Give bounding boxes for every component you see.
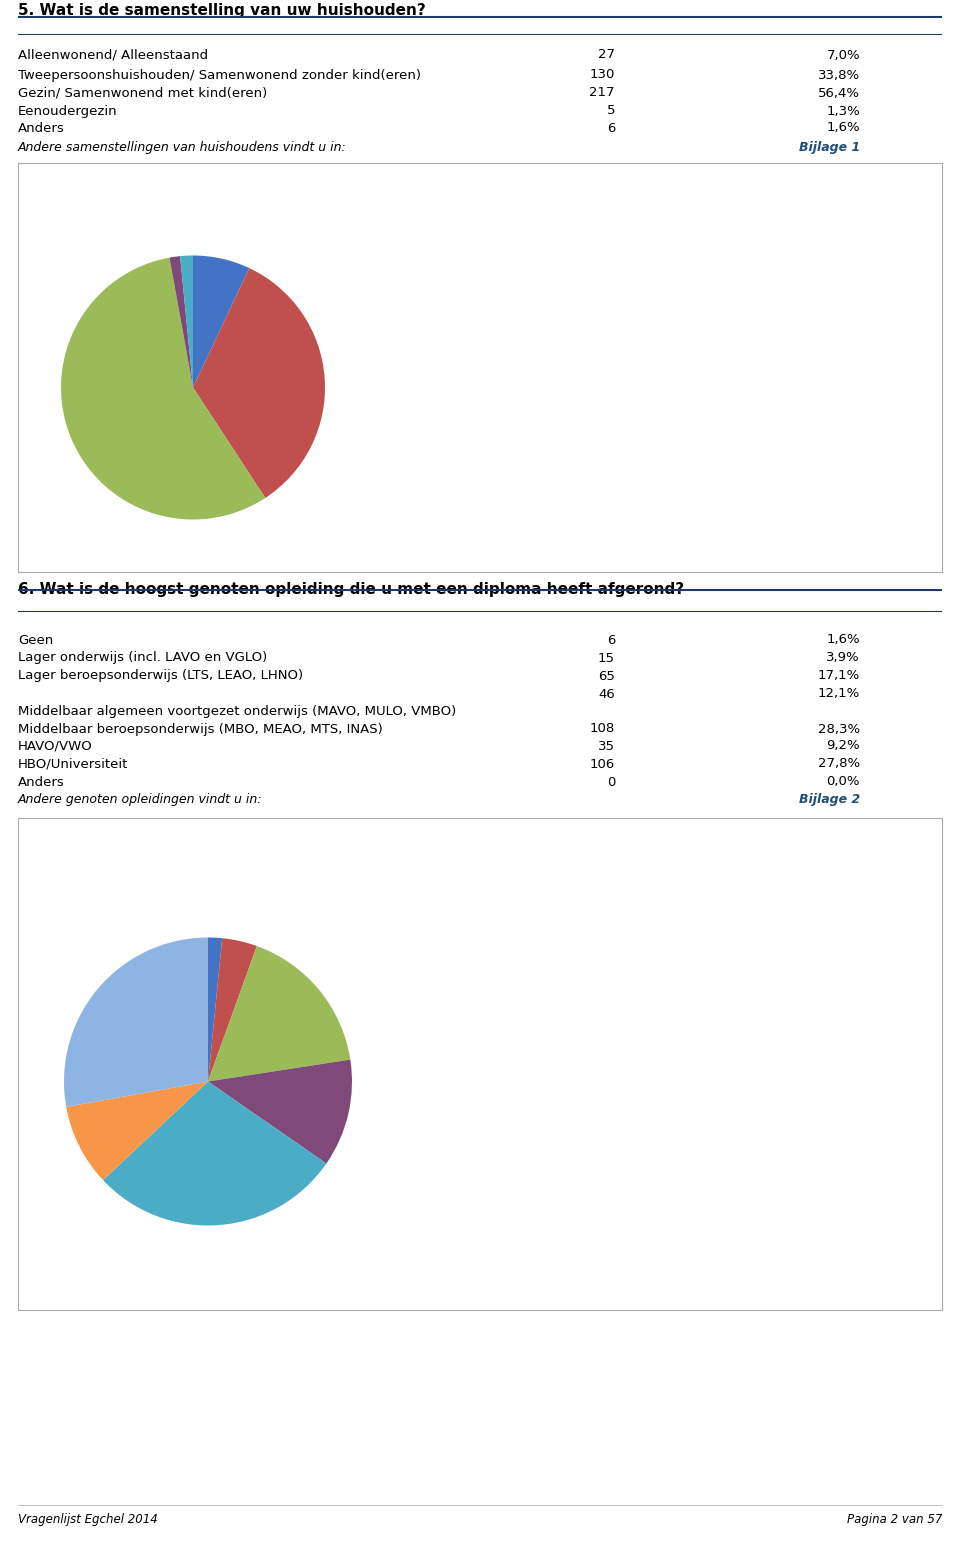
Text: 108: 108	[589, 722, 615, 736]
Text: Andere genoten opleidingen vindt u in:: Andere genoten opleidingen vindt u in:	[18, 794, 262, 806]
Bar	[378, 356, 388, 365]
Wedge shape	[193, 269, 325, 499]
Text: 217: 217	[589, 87, 615, 99]
Wedge shape	[208, 946, 350, 1081]
Text: Gezin/ Samenwonend met kind(eren): Gezin/ Samenwonend met kind(eren)	[18, 87, 267, 99]
Text: Eenoudergezin: Eenoudergezin	[18, 104, 118, 118]
Text: Middelbaar algemeen voortgezet onderwijs (MAVO,
 MULO, VMBO): Middelbaar algemeen voortgezet onderwijs…	[418, 1011, 705, 1033]
Text: Alleenwonend/ Alleenstaand: Alleenwonend/ Alleenstaand	[393, 230, 562, 242]
Text: 6: 6	[607, 121, 615, 135]
Wedge shape	[103, 1081, 326, 1225]
Text: Middelbaar algemeen voortgezet onderwijs (MAVO, MULO, VMBO): Middelbaar algemeen voortgezet onderwijs…	[18, 705, 456, 719]
Text: 5: 5	[607, 104, 615, 118]
Wedge shape	[180, 256, 193, 388]
Text: 130: 130	[589, 68, 615, 81]
Bar	[403, 913, 413, 922]
Text: Alleenwonend/ Alleenstaand: Alleenwonend/ Alleenstaand	[18, 48, 208, 62]
Text: 46: 46	[598, 688, 615, 700]
Text: 12,1%: 12,1%	[818, 688, 860, 700]
Wedge shape	[208, 1059, 352, 1163]
Text: 7,0%: 7,0%	[827, 48, 860, 62]
Text: Pagina 2 van 57: Pagina 2 van 57	[847, 1514, 942, 1527]
Text: 9,2%: 9,2%	[827, 739, 860, 753]
Wedge shape	[208, 938, 257, 1081]
Text: 1,6%: 1,6%	[827, 121, 860, 135]
Text: Geen: Geen	[418, 860, 447, 871]
Bar	[403, 1173, 413, 1183]
Text: 15: 15	[598, 652, 615, 665]
Bar	[378, 418, 388, 427]
Bar	[403, 860, 413, 871]
Text: 56,4%: 56,4%	[818, 87, 860, 99]
Wedge shape	[208, 938, 222, 1081]
Bar	[378, 231, 388, 241]
Text: Gezin/ Samenwonend met kind(eren): Gezin/ Samenwonend met kind(eren)	[393, 354, 613, 367]
Text: Geen: Geen	[18, 634, 53, 646]
Text: 35: 35	[598, 739, 615, 753]
Text: HAVO/VWO: HAVO/VWO	[18, 739, 93, 753]
Text: 65: 65	[598, 669, 615, 682]
Text: Samenstelling huishouden: Samenstelling huishouden	[346, 182, 614, 200]
Text: HBO/Universiteit: HBO/Universiteit	[18, 758, 129, 770]
Text: Lager onderwijs (incl. LAVO en VGLO): Lager onderwijs (incl. LAVO en VGLO)	[418, 913, 627, 922]
Text: Andere samenstellingen van huishoudens vindt u in:: Andere samenstellingen van huishoudens v…	[18, 141, 347, 154]
Text: Middelbaar beroepsonderwijs (MBO, MEAO, MTS, INAS): Middelbaar beroepsonderwijs (MBO, MEAO, …	[418, 1068, 724, 1079]
Wedge shape	[169, 256, 193, 388]
Text: 1,3%: 1,3%	[827, 104, 860, 118]
Bar	[403, 1017, 413, 1027]
Bar	[378, 478, 388, 489]
Text: 6: 6	[607, 634, 615, 646]
Wedge shape	[193, 256, 250, 388]
Bar	[403, 964, 413, 975]
Text: 0: 0	[607, 775, 615, 789]
Text: 27,8%: 27,8%	[818, 758, 860, 770]
Text: Anders: Anders	[18, 121, 64, 135]
Text: HBO/Universiteit: HBO/Universiteit	[418, 1173, 511, 1183]
Bar	[378, 294, 388, 303]
Text: 106: 106	[589, 758, 615, 770]
Wedge shape	[61, 258, 265, 520]
Text: Tweepersoonshuishouden/ Samenwonend zonder kind(eren): Tweepersoonshuishouden/ Samenwonend zond…	[18, 68, 421, 81]
Text: Hoogst genoten opleiding met diploma: Hoogst genoten opleiding met diploma	[282, 837, 678, 856]
Text: Anders: Anders	[18, 775, 64, 789]
Text: Bijlage 2: Bijlage 2	[799, 794, 860, 806]
Text: 17,1%: 17,1%	[818, 669, 860, 682]
Text: Tweepersoonshuishouden/ Samenwonend zonder
kind(eren): Tweepersoonshuishouden/ Samenwonend zond…	[393, 284, 684, 312]
Bar	[403, 1121, 413, 1131]
Text: 1,6%: 1,6%	[827, 634, 860, 646]
Text: 5. Wat is de samenstelling van uw huishouden?: 5. Wat is de samenstelling van uw huisho…	[18, 3, 425, 19]
Bar	[403, 1068, 413, 1079]
Text: 0,0%: 0,0%	[827, 775, 860, 789]
Text: Lager beroepsonderwijs (LTS, LEAO, LHNO): Lager beroepsonderwijs (LTS, LEAO, LHNO)	[418, 964, 658, 975]
Text: 3,9%: 3,9%	[827, 652, 860, 665]
Text: Vragenlijst Egchel 2014: Vragenlijst Egchel 2014	[18, 1514, 157, 1527]
Wedge shape	[64, 938, 208, 1107]
Text: Eenoudergezin: Eenoudergezin	[393, 416, 481, 429]
Text: 6. Wat is de hoogst genoten opleiding die u met een diploma heeft afgerond?: 6. Wat is de hoogst genoten opleiding di…	[18, 582, 684, 596]
Text: 27: 27	[598, 48, 615, 62]
Text: Anders: Anders	[393, 477, 434, 491]
Wedge shape	[66, 1081, 208, 1180]
Text: Lager onderwijs (incl. LAVO en VGLO): Lager onderwijs (incl. LAVO en VGLO)	[18, 652, 267, 665]
Text: 28,3%: 28,3%	[818, 722, 860, 736]
Text: Anders: Anders	[418, 1225, 457, 1235]
Text: 33,8%: 33,8%	[818, 68, 860, 81]
Bar	[403, 1225, 413, 1235]
Text: Lager beroepsonderwijs (LTS, LEAO, LHNO): Lager beroepsonderwijs (LTS, LEAO, LHNO)	[18, 669, 303, 682]
Text: Middelbaar beroepsonderwijs (MBO, MEAO, MTS, INAS): Middelbaar beroepsonderwijs (MBO, MEAO, …	[18, 722, 383, 736]
Text: Bijlage 1: Bijlage 1	[799, 141, 860, 154]
Text: HAVO/VWO: HAVO/VWO	[418, 1121, 481, 1131]
